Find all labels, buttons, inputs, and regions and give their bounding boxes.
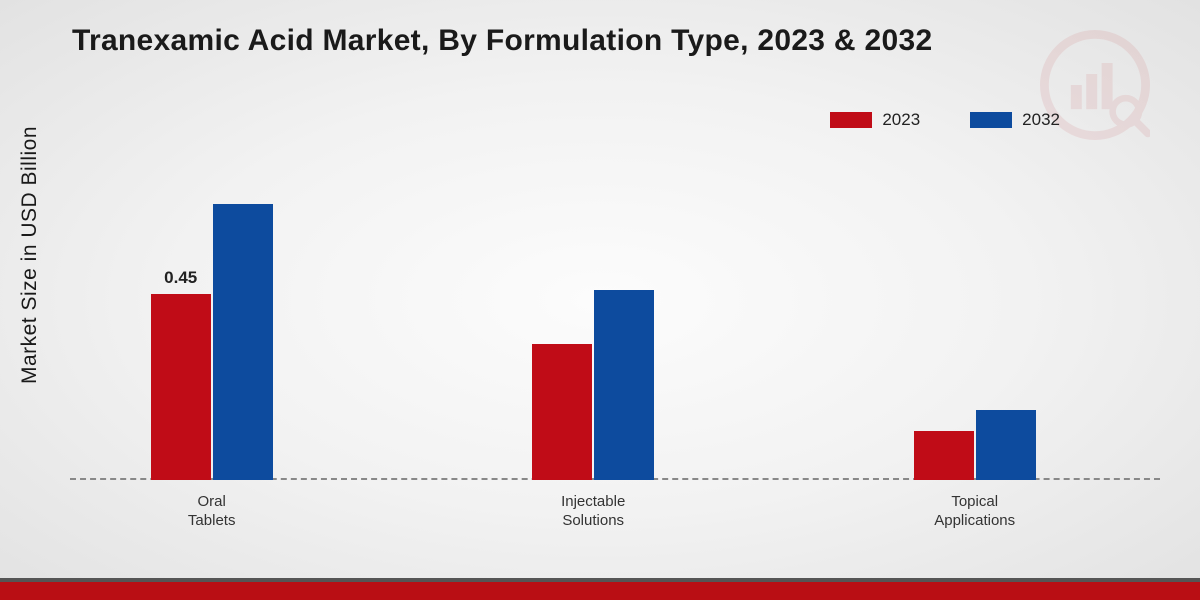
legend-swatch-2023 [830, 112, 872, 128]
bar [213, 204, 273, 480]
legend-label-2023: 2023 [882, 110, 920, 130]
bar-group [914, 410, 1036, 480]
bar [914, 431, 974, 481]
footer-bar [0, 582, 1200, 600]
plot-area: 0.45 [70, 150, 1160, 480]
chart-title: Tranexamic Acid Market, By Formulation T… [72, 24, 932, 58]
bar [151, 294, 211, 480]
bar-group [532, 290, 654, 480]
bar [976, 410, 1036, 480]
x-axis-labels: Oral Tablets Injectable Solutions Topical … [70, 485, 1160, 535]
y-axis-label-wrap: Market Size in USD Billion [10, 0, 50, 510]
x-axis-category-label: Topical Applications [934, 493, 1015, 531]
bar-group [151, 204, 273, 480]
x-axis-category-label: Oral Tablets [188, 493, 236, 531]
legend-item-2032: 2032 [970, 110, 1060, 130]
y-axis-label: Market Size in USD Billion [18, 126, 42, 384]
legend-label-2032: 2032 [1022, 110, 1060, 130]
bar [594, 290, 654, 480]
legend: 2023 2032 [830, 110, 1060, 130]
legend-item-2023: 2023 [830, 110, 920, 130]
bar-value-label: 0.45 [164, 268, 197, 288]
x-axis-category-label: Injectable Solutions [561, 493, 625, 531]
legend-swatch-2032 [970, 112, 1012, 128]
bar [532, 344, 592, 480]
